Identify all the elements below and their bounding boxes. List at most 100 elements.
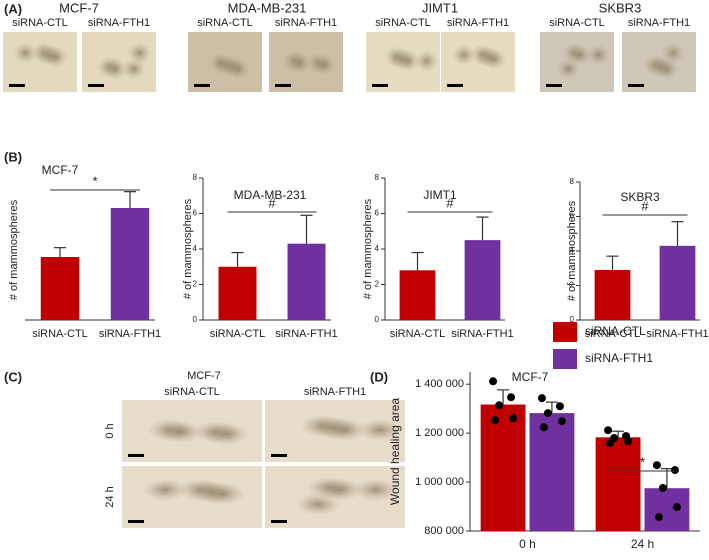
legend-swatch (553, 322, 577, 342)
image-label: siRNA-FTH1 (447, 17, 509, 29)
chart-title: MCF-7 (512, 370, 549, 384)
scale-bar (372, 84, 388, 87)
legend-label: siRNA-CTL (585, 324, 646, 338)
image-label: siRNA-CTL (197, 17, 253, 29)
cell-cluster (143, 478, 188, 501)
error-bar (411, 251, 424, 271)
data-point (672, 503, 681, 512)
y-axis-label: # of mammospheres (566, 200, 578, 301)
panel-label: (A) (4, 1, 22, 16)
y-tick-label: 8 (193, 173, 198, 182)
y-tick-label: 1 400 000 (415, 378, 464, 390)
chart-title: MDA-MB-231 (234, 188, 307, 202)
error-bar (545, 401, 558, 414)
chart-title: JIMT1 (423, 188, 457, 202)
scale-bar (628, 84, 644, 87)
scale-bar (128, 520, 144, 523)
x-tick-label: 0 h (519, 537, 536, 551)
cell-cluster (482, 48, 507, 70)
y-tick-label: 8 (375, 173, 380, 182)
y-tick-label: 6 (375, 209, 380, 218)
group-title: SKBR3 (599, 0, 642, 15)
y-tick-label: 4 (570, 246, 575, 255)
y-axis-label: # of mammospheres (8, 199, 20, 300)
cell-cluster (103, 58, 128, 80)
column-label: siRNA-CTL (164, 386, 220, 398)
image-label: siRNA-FTH1 (88, 17, 150, 29)
significance-label: # (446, 195, 454, 210)
scale-bar (447, 84, 463, 87)
error-bar (124, 191, 136, 208)
x-tick-label: siRNA-FTH1 (275, 328, 337, 340)
error-bar (476, 216, 489, 241)
panel-title: MCF-7 (187, 370, 221, 382)
data-point (491, 416, 500, 425)
cell-cluster (357, 418, 403, 442)
y-tick-label: 0 (375, 315, 380, 324)
y-tick-label: 800 000 (424, 525, 464, 537)
y-tick-label: 0 (570, 315, 575, 324)
error-bar (671, 221, 684, 246)
x-tick-label: siRNA-CTL (585, 328, 641, 340)
scale-bar (9, 84, 25, 87)
scale-bar (194, 84, 210, 87)
chart-title: MCF-7 (42, 163, 79, 177)
y-tick-label: 2 (570, 281, 575, 290)
y-tick-label: 2 (375, 280, 380, 289)
cell-cluster (322, 418, 368, 442)
scale-bar (546, 84, 562, 87)
legend-swatch (553, 349, 577, 369)
scale-bar (88, 84, 104, 87)
y-axis-label: # of mammospheres (362, 198, 374, 299)
significance-label: # (268, 195, 276, 210)
scale-bar (271, 520, 287, 523)
error-bar (497, 389, 510, 405)
group-title: MDA-MB-231 (228, 0, 307, 15)
cell-cluster (43, 46, 68, 68)
group-title: MCF-7 (59, 0, 99, 15)
bar (595, 437, 641, 531)
data-point (654, 513, 663, 522)
cell-cluster (452, 44, 476, 66)
bar (480, 404, 526, 531)
data-point (670, 466, 679, 475)
group-title: JIMT1 (422, 0, 458, 15)
cell-cluster (318, 478, 363, 501)
x-tick-label: siRNA-CTL (210, 328, 266, 340)
x-tick-label: siRNA-CTL (390, 328, 446, 340)
cell-cluster (200, 482, 246, 506)
y-tick-label: 1 000 000 (415, 476, 464, 488)
panel-label: (C) (4, 369, 22, 384)
data-point (509, 414, 518, 423)
bar (529, 413, 575, 531)
y-tick-label: 1 200 000 (415, 427, 464, 439)
data-point (555, 402, 564, 411)
cell-cluster (414, 50, 439, 72)
cell-cluster (288, 52, 312, 74)
bar (464, 240, 501, 320)
x-tick-label: 24 h (631, 537, 654, 551)
cell-cluster (396, 50, 421, 72)
bar (659, 245, 696, 320)
image-label: siRNA-CTL (375, 17, 431, 29)
cell-cluster (568, 44, 592, 66)
y-tick-label: 6 (570, 212, 575, 221)
cell-cluster (204, 422, 250, 446)
error-bar (231, 251, 244, 267)
row-label: 24 h (104, 486, 116, 507)
error-bar (54, 247, 66, 257)
panel-label: (B) (4, 149, 22, 164)
data-point (606, 439, 615, 448)
data-point (489, 377, 498, 386)
x-tick-label: siRNA-FTH1 (451, 328, 513, 340)
cell-cluster (127, 42, 152, 64)
significance-label: * (640, 454, 645, 469)
chart-title: SKBR3 (620, 190, 660, 204)
x-tick-label: siRNA-FTH1 (99, 328, 161, 340)
y-axis-label: Wound healing area (388, 398, 402, 506)
data-point (557, 417, 566, 426)
data-point (507, 393, 516, 402)
cell-cluster (586, 44, 611, 66)
error-bar (300, 214, 313, 244)
